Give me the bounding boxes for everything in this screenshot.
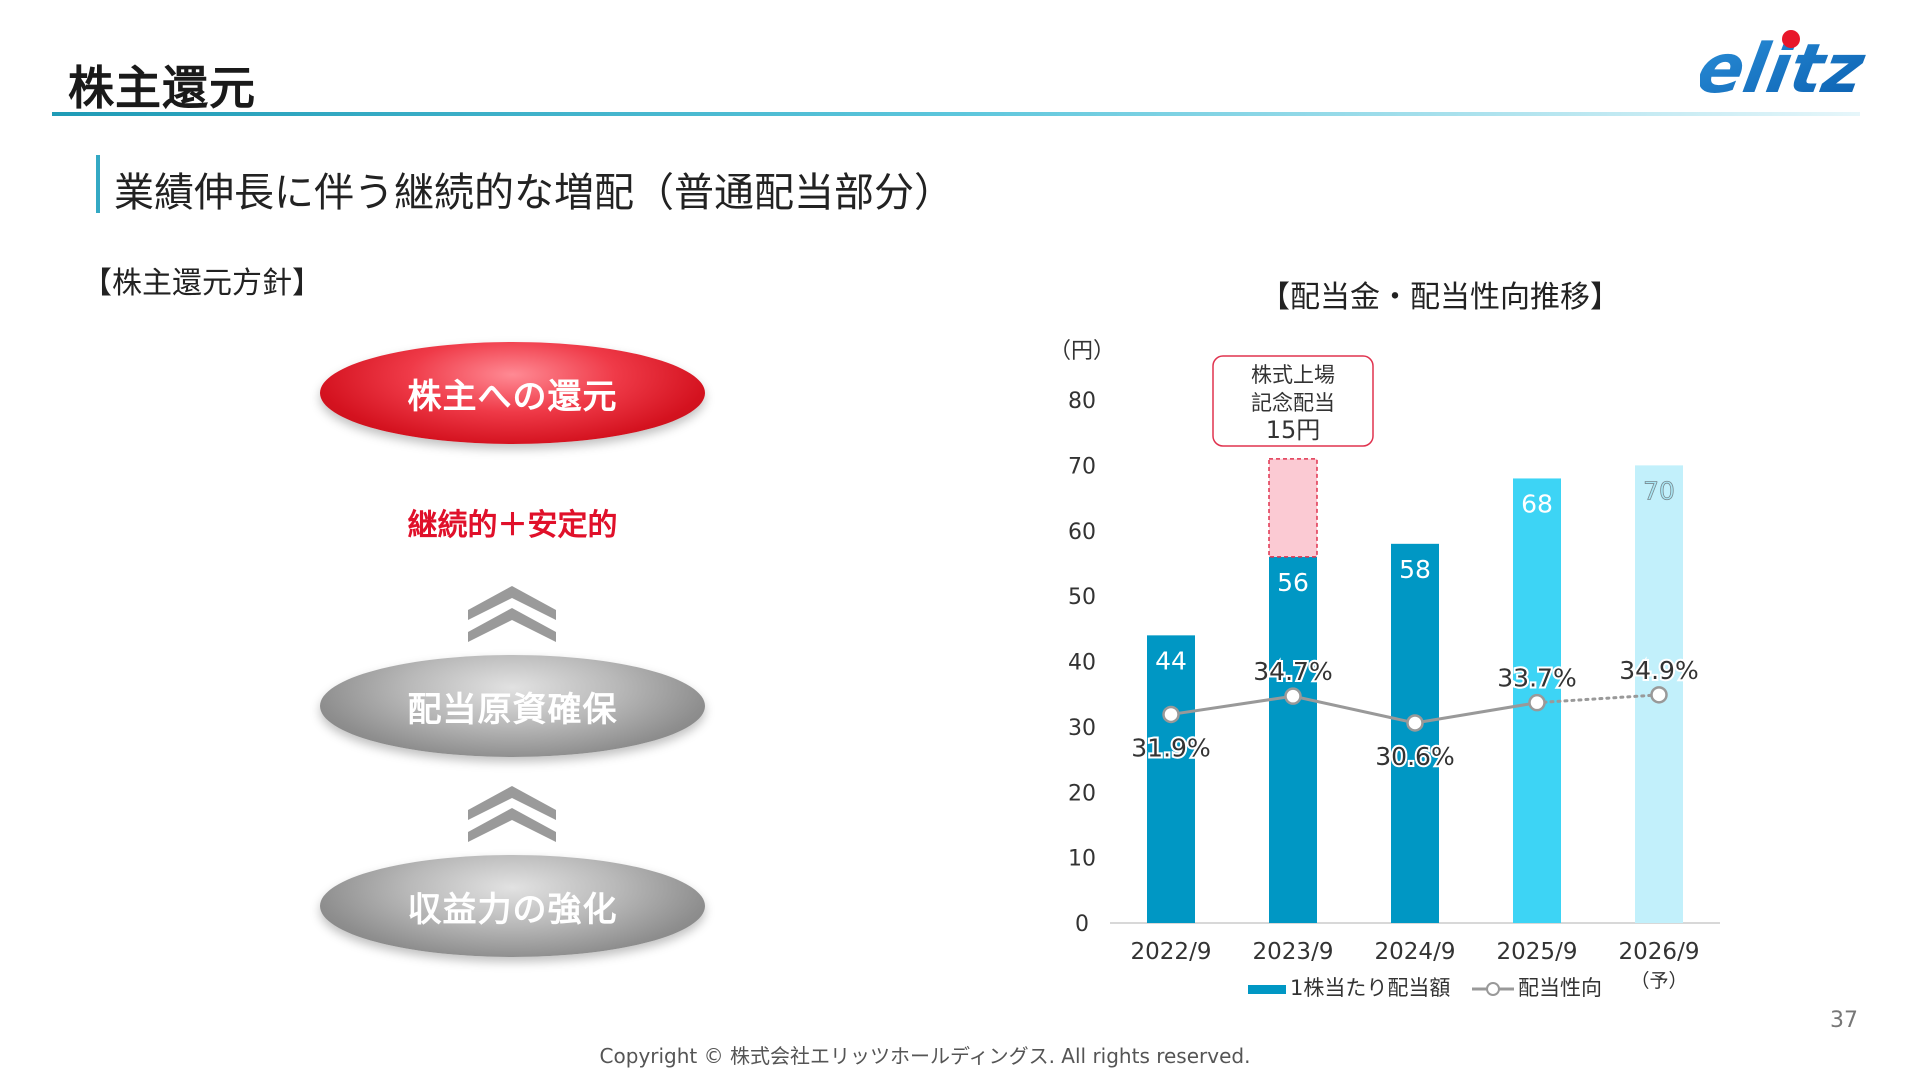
x-tick-label: 2026/9 xyxy=(1619,939,1700,965)
bottom-pill-earnings-power: 収益力の強化 xyxy=(320,855,705,957)
y-tick-label: 30 xyxy=(1068,716,1096,741)
dividend-chart: （円） 0 10 20 30 40 50 60 70 80 44 56 58 68 70 31.9% 34.7%… xyxy=(1049,339,1720,1000)
dividend-bar xyxy=(1147,635,1195,923)
y-tick-label: 40 xyxy=(1068,651,1096,676)
middle-pill-dividend-source: 配当原資確保 xyxy=(320,655,705,757)
chart-title: 【配当金・配当性向推移】 xyxy=(1260,280,1620,315)
payout-ratio-line xyxy=(1170,694,1538,725)
page-title: 株主還元 xyxy=(68,61,256,115)
x-tick-label: 2023/9 xyxy=(1253,939,1334,965)
y-tick-label: 10 xyxy=(1068,847,1096,872)
payout-ratio-point xyxy=(1162,705,1180,724)
subtitle: 業績伸長に伴う継続的な増配（普通配当部分） xyxy=(114,170,954,216)
special-dividend-callout xyxy=(1212,355,1374,447)
legend-line-label: 配当性向 xyxy=(1518,976,1602,1000)
x-tick-label: 2024/9 xyxy=(1375,939,1456,965)
y-tick-label: 0 xyxy=(1075,912,1089,937)
payout-ratio-label: 31.9% xyxy=(1131,733,1210,762)
bar-value-label: 68 xyxy=(1521,489,1553,518)
bar-value-label: 56 xyxy=(1277,568,1309,597)
payout-ratio-label: 30.6% xyxy=(1375,742,1454,771)
y-tick-label: 70 xyxy=(1068,454,1096,479)
legend-bar-swatch xyxy=(1248,985,1286,994)
bar-value-label: 58 xyxy=(1399,555,1431,584)
bottom-pill-label: 収益力の強化 xyxy=(407,889,618,930)
x-tick-label: 2025/9 xyxy=(1497,939,1578,965)
y-tick-label: 80 xyxy=(1068,389,1096,414)
payout-ratio-label: 34.9% xyxy=(1619,656,1698,685)
top-pill-shareholder-return: 株主への還元 xyxy=(320,342,705,444)
special-dividend-callout-text: 記念配当 xyxy=(1251,391,1335,415)
middle-pill-label: 配当原資確保 xyxy=(407,689,618,730)
payout-ratio-point xyxy=(1650,686,1668,704)
x-tick-label: 2022/9 xyxy=(1131,939,1212,965)
subtitle-accent-bar xyxy=(96,155,100,213)
dividend-bar xyxy=(1269,556,1317,923)
payout-ratio-point xyxy=(1284,687,1302,705)
payout-ratio-point xyxy=(1406,714,1424,732)
stable-policy-text: 継続的＋安定的 xyxy=(407,508,618,543)
special-dividend-callout-text: 株式上場 xyxy=(1251,363,1335,387)
forecast-note: （予） xyxy=(1630,970,1687,992)
payout-ratio-label: 34.7% xyxy=(1253,657,1332,686)
payout-ratio-label: 33.7% xyxy=(1497,664,1576,693)
legend-line-marker xyxy=(1486,982,1500,996)
double-chevron-up-icon xyxy=(468,586,556,642)
legend-bar-label: 1株当たり配当額 xyxy=(1290,976,1450,1000)
dividend-bar xyxy=(1391,543,1439,923)
y-tick-label: 60 xyxy=(1068,520,1096,545)
y-tick-label: 20 xyxy=(1068,781,1096,806)
copyright-text: Copyright © 株式会社エリッツホールディングス. All rights… xyxy=(599,1044,1251,1068)
title-underline xyxy=(52,112,1860,116)
y-unit-label: （円） xyxy=(1049,339,1115,364)
top-pill-label: 株主への還元 xyxy=(407,376,618,417)
bar-value-label: 44 xyxy=(1155,646,1187,675)
special-dividend-bar xyxy=(1268,458,1318,558)
bar-value-label: 70 xyxy=(1643,476,1675,505)
payout-ratio-forecast-line xyxy=(1535,693,1661,705)
double-chevron-up-icon xyxy=(468,786,556,842)
payout-ratio-point xyxy=(1528,693,1546,712)
page-number: 37 xyxy=(1830,1008,1858,1033)
special-dividend-callout-text: 15円 xyxy=(1266,416,1321,444)
policy-label: 【株主還元方針】 xyxy=(82,266,322,301)
elitz-logo: elitz xyxy=(1700,29,1871,108)
y-tick-label: 50 xyxy=(1068,585,1096,610)
